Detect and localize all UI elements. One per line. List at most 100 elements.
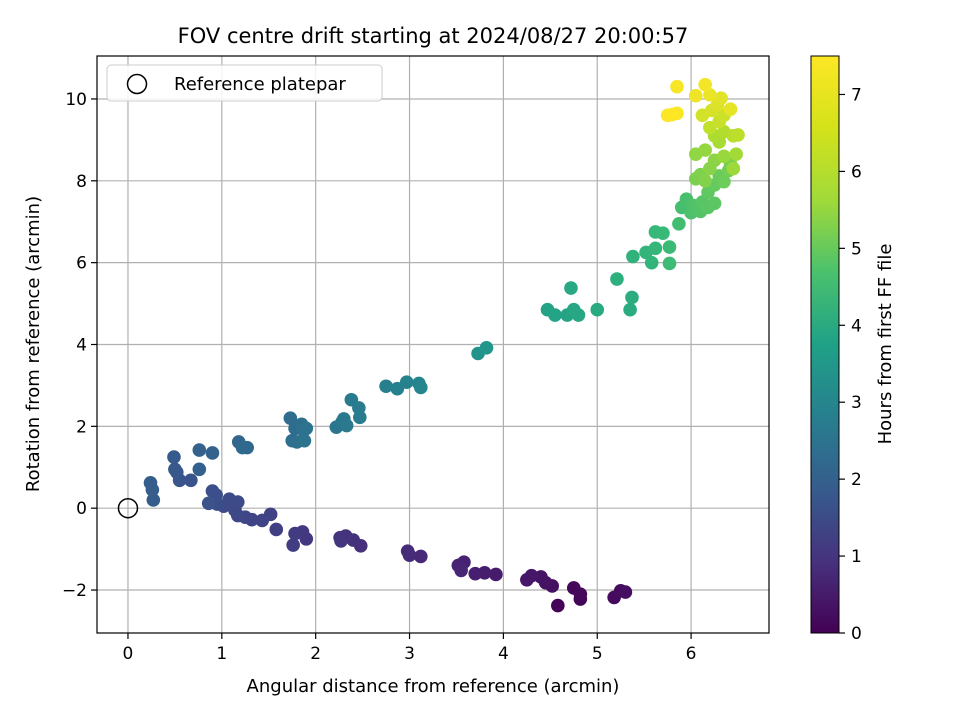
scatter-point: [299, 421, 314, 436]
scatter-point: [698, 174, 712, 188]
scatter-point: [726, 161, 741, 176]
y-tick-label: 8: [76, 172, 87, 192]
scatter-point: [413, 549, 428, 564]
scatter-point: [623, 302, 637, 317]
y-axis-ticks: −2 0 2 4 6 8 10: [62, 90, 97, 601]
x-tick-label: 1: [216, 644, 227, 664]
scatter-point: [665, 107, 680, 122]
scatter-point: [662, 240, 677, 254]
scatter-point: [283, 411, 298, 425]
scatter-point: [662, 256, 677, 271]
colorbar-gradient: [810, 55, 840, 634]
colorbar-label: Hours from first FF file: [875, 244, 896, 445]
scatter-point: [489, 567, 503, 582]
scatter-point: [672, 216, 686, 231]
scatter-points: [143, 77, 745, 613]
scatter-point: [143, 476, 158, 490]
scatter-point: [625, 290, 639, 305]
scatter-point: [454, 563, 468, 578]
colorbar: 0 1 2 3 4 5 6 7 Hours from first FF file: [810, 55, 896, 644]
scatter-point: [269, 522, 284, 537]
x-axis-label: Angular distance from reference (arcmin): [247, 676, 620, 697]
colorbar-tick-label: 6: [851, 162, 862, 182]
scatter-point: [644, 255, 659, 270]
scatter-point: [167, 450, 181, 464]
scatter-point: [286, 538, 300, 552]
scatter-point: [571, 308, 586, 322]
scatter-point: [729, 147, 743, 162]
colorbar-tick-label: 0: [851, 624, 862, 644]
scatter-point: [610, 272, 624, 286]
y-tick-label: 10: [65, 90, 87, 110]
scatter-point: [413, 380, 428, 395]
scatter-point: [520, 573, 534, 587]
scatter-point: [339, 418, 354, 433]
colorbar-ticks: 0 1 2 3 4 5 6 7: [839, 85, 862, 644]
scatter-point: [192, 443, 207, 457]
x-tick-label: 4: [498, 644, 509, 664]
scatter-point: [479, 340, 494, 355]
scatter-point: [468, 566, 483, 581]
colorbar-tick-label: 3: [851, 393, 862, 413]
scatter-point: [201, 496, 216, 511]
legend: Reference platepar: [106, 64, 383, 102]
legend-box: [106, 64, 383, 102]
x-tick-label: 6: [686, 644, 697, 664]
grid-lines: [97, 56, 769, 633]
scatter-point: [618, 585, 633, 599]
scatter-point: [288, 526, 302, 541]
scatter-point: [551, 598, 565, 613]
chart-title: FOV centre drift starting at 2024/08/27 …: [178, 24, 689, 48]
scatter-point: [399, 375, 414, 389]
scatter-point: [146, 493, 161, 507]
legend-marker: [126, 73, 148, 95]
scatter-point: [656, 226, 670, 240]
scatter-point: [717, 149, 731, 164]
scatter-point: [590, 302, 605, 317]
scatter-point: [688, 88, 703, 103]
legend-entry: Reference platepar: [174, 74, 346, 95]
y-tick-label: 0: [76, 499, 87, 519]
x-axis-ticks: 0 1 2 3 4 5 6: [123, 633, 697, 664]
scatter-point: [698, 77, 712, 92]
scatter-point: [714, 91, 728, 105]
scatter-point: [400, 544, 415, 558]
colorbar-tick-label: 2: [851, 470, 862, 490]
x-tick-label: 0: [123, 644, 134, 664]
y-tick-label: 6: [76, 254, 87, 274]
scatter-point: [548, 308, 562, 322]
scatter-point: [573, 587, 588, 601]
scatter-point: [168, 462, 182, 477]
scatter-point: [205, 446, 220, 460]
scatter-point: [717, 174, 731, 189]
y-tick-label: 4: [76, 336, 87, 356]
reference-platepar-marker: [117, 497, 139, 519]
y-tick-label: 2: [76, 417, 87, 437]
scatter-point: [184, 473, 198, 488]
scatter-point: [334, 534, 348, 548]
x-tick-label: 3: [404, 644, 415, 664]
scatter-point: [707, 196, 722, 211]
scatter-point: [626, 249, 640, 264]
colorbar-tick-label: 5: [851, 239, 862, 259]
scatter-point: [564, 281, 578, 295]
x-tick-label: 5: [592, 644, 603, 664]
y-axis-label: Rotation from reference (arcmin): [23, 196, 44, 492]
scatter-point: [240, 440, 254, 455]
scatter-point: [379, 379, 393, 394]
colorbar-tick-label: 4: [851, 316, 862, 336]
scatter-point: [723, 102, 738, 116]
scatter-point: [255, 513, 269, 528]
scatter-point: [703, 88, 717, 102]
y-tick-label: −2: [62, 581, 87, 601]
scatter-point: [352, 410, 367, 425]
scatter-point: [731, 128, 745, 142]
scatter-point: [192, 462, 207, 477]
scatter-point: [205, 484, 220, 498]
colorbar-tick-label: 1: [851, 547, 862, 567]
colorbar-tick-label: 7: [851, 85, 862, 105]
x-tick-label: 2: [310, 644, 321, 664]
scatter-point: [670, 79, 684, 94]
scatter-point: [648, 241, 663, 256]
